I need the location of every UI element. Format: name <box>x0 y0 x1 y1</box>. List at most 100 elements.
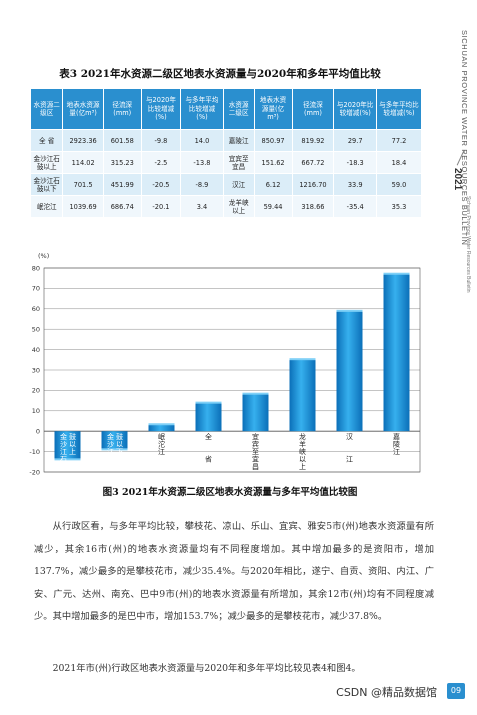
y-tick-label: 80 <box>32 264 40 272</box>
table-cell: 1216.70 <box>291 173 335 196</box>
y-tick-label: 40 <box>32 346 40 354</box>
table-header-cell: 水资源二级区 <box>29 88 64 130</box>
table-cell: 汉江 <box>222 173 255 196</box>
figure-caption: 图3 2021年水资源二级区地表水资源量与多年平均值比较图 <box>102 487 358 498</box>
table-cell: 金沙江石鼓以下 <box>29 173 64 196</box>
table-cell: 宜宾至宜昌 <box>222 151 255 174</box>
table-cell: 6.12 <box>253 173 293 196</box>
table-cell: 嘉陵江 <box>222 129 255 152</box>
table-row: 金沙江石鼓以下 701.5 451.99 -20.5 -8.9 汉江 6.12 … <box>29 173 423 196</box>
x-category-label: 汉 江 <box>346 433 353 464</box>
table-header-cell: 与多年平均比较增减(%) <box>375 88 423 130</box>
table-header-cell: 水资源二级区 <box>222 88 255 130</box>
y-tick-label: 70 <box>32 285 40 293</box>
body-paragraph: 2021年市(州)行政区地表水资源量与2020年和多年平均比较见表4和图4。 <box>52 663 361 674</box>
table-cell: 2923.36 <box>62 129 104 152</box>
table-cell: 151.62 <box>253 151 293 174</box>
bar-cap <box>383 272 410 275</box>
x-category-label: 龙羊峡以上 <box>299 432 306 471</box>
bar <box>148 424 175 432</box>
x-category-label: 全 省 <box>205 432 212 464</box>
bar-chart: (%) -20 -10 0 10 20 30 40 50 60 70 80 金沙江石鼓以上 金沙江石鼓以下… <box>18 250 438 480</box>
y-axis-unit-label: (%) <box>38 252 49 260</box>
x-category-label: 金沙江石鼓以上 <box>60 432 76 464</box>
y-tick-label: 20 <box>32 387 40 395</box>
y-tick-label: 10 <box>32 407 40 415</box>
bar-cap <box>54 458 81 461</box>
table-cell: -8.9 <box>180 173 224 196</box>
page-number: 09 <box>447 683 465 699</box>
x-category-label: 金沙江石鼓以下 <box>107 432 123 464</box>
table-cell: 77.2 <box>375 129 423 152</box>
bar-chart-svg: (%) -20 -10 0 10 20 30 40 50 60 70 80 金沙江石鼓以上 金沙江石鼓以下… <box>29 252 421 476</box>
bar <box>101 431 128 450</box>
bar-cap <box>242 392 269 395</box>
table-header-cell: 地表水资源量(亿m³) <box>62 88 104 130</box>
table-cell: -13.8 <box>180 151 224 174</box>
table-row: 金沙江石鼓以上 114.02 315.23 -2.5 -13.8 宜宾至宜昌 1… <box>29 151 423 174</box>
bar <box>383 273 410 432</box>
table-cell: 850.97 <box>253 129 293 152</box>
table-header-cell: 与2020年比较增减(%) <box>140 88 182 130</box>
table-cell: 18.4 <box>375 151 423 174</box>
side-band: SICHUAN PROVINCE WATER RESOURCES BULLETI… <box>437 0 477 715</box>
bar <box>336 310 363 432</box>
x-category-label: 宜宾至宜昌 <box>252 432 259 471</box>
body-paragraph: 从行政区看，与多年平均比较，攀枝花、凉山、乐山、宜宾、雅安5市(州)地表水资源量… <box>34 521 434 622</box>
table-cell: 35.3 <box>375 195 423 218</box>
table-cell: -20.5 <box>140 173 182 196</box>
table-cell: 1039.69 <box>62 195 104 218</box>
table-cell: -35.4 <box>333 195 377 218</box>
table-row: 岷沱江 1039.69 686.74 -20.1 3.4 龙羊峡以上 59.44… <box>29 195 423 218</box>
table-header-cell: 与2020年比较增减(%) <box>333 88 377 130</box>
bar-cap <box>289 358 316 361</box>
bar <box>54 431 81 460</box>
table-cell: 819.92 <box>291 129 335 152</box>
y-tick-label: -10 <box>29 448 40 456</box>
table-cell: 315.23 <box>102 151 142 174</box>
table-cell: -2.5 <box>140 151 182 174</box>
y-tick-label: -20 <box>29 468 40 476</box>
bar-cap <box>336 309 363 312</box>
table-cell: 686.74 <box>102 195 142 218</box>
table-cell: 451.99 <box>102 173 142 196</box>
table-cell: 114.02 <box>62 151 104 174</box>
table-cell: 岷沱江 <box>29 195 64 218</box>
table-cell: 59.44 <box>253 195 293 218</box>
table-cell: 龙羊峡以上 <box>222 195 255 218</box>
data-table: 水资源二级区 地表水资源量(亿m³) 径流深(mm) 与2020年比较增减(%)… <box>29 88 423 218</box>
side-band-year: 2021 <box>452 168 463 191</box>
bar <box>289 359 316 432</box>
table-title: 表3 2021年水资源二级区地表水资源量与2020年和多年平均值比较 <box>59 68 381 80</box>
y-tick-label: 60 <box>32 305 40 313</box>
table-header-cell: 径流深(mm) <box>102 88 142 130</box>
table-cell: 601.58 <box>102 129 142 152</box>
table-header-cell: 径流深(mm) <box>291 88 335 130</box>
side-band-title: SICHUAN PROVINCE WATER RESOURCES BULLETI… <box>460 30 469 246</box>
table-cell: 金沙江石鼓以上 <box>29 151 64 174</box>
table-cell: 全 省 <box>29 129 64 152</box>
table-cell: 701.5 <box>62 173 104 196</box>
table-cell: -18.3 <box>333 151 377 174</box>
table-cell: 33.9 <box>333 173 377 196</box>
table-cell: 667.72 <box>291 151 335 174</box>
table-cell: 14.0 <box>180 129 224 152</box>
table-cell: 3.4 <box>180 195 224 218</box>
side-band-subtitle: Sichuan Province Water Resources Bulleti… <box>465 196 471 293</box>
bar <box>242 393 269 432</box>
bar-cap <box>195 401 222 404</box>
table-header-cell: 地表水资源量(亿m³) <box>253 88 293 130</box>
bar <box>195 402 222 432</box>
table-cell: 29.7 <box>333 129 377 152</box>
table-row: 全 省 2923.36 601.58 -9.8 14.0 嘉陵江 850.97 … <box>29 129 423 152</box>
y-tick-label: 30 <box>32 366 40 374</box>
bar-cap <box>148 423 175 426</box>
bar-cap <box>101 448 128 451</box>
table-header-row: 水资源二级区 地表水资源量(亿m³) 径流深(mm) 与2020年比较增减(%)… <box>29 88 423 130</box>
table-cell: 59.0 <box>375 173 423 196</box>
table-cell: 318.66 <box>291 195 335 218</box>
table-header-cell: 与多年平均比较增减(%) <box>180 88 224 130</box>
table-cell: -9.8 <box>140 129 182 152</box>
y-tick-label: 0 <box>36 428 40 436</box>
x-category-label: 嘉陵江 <box>393 432 400 456</box>
